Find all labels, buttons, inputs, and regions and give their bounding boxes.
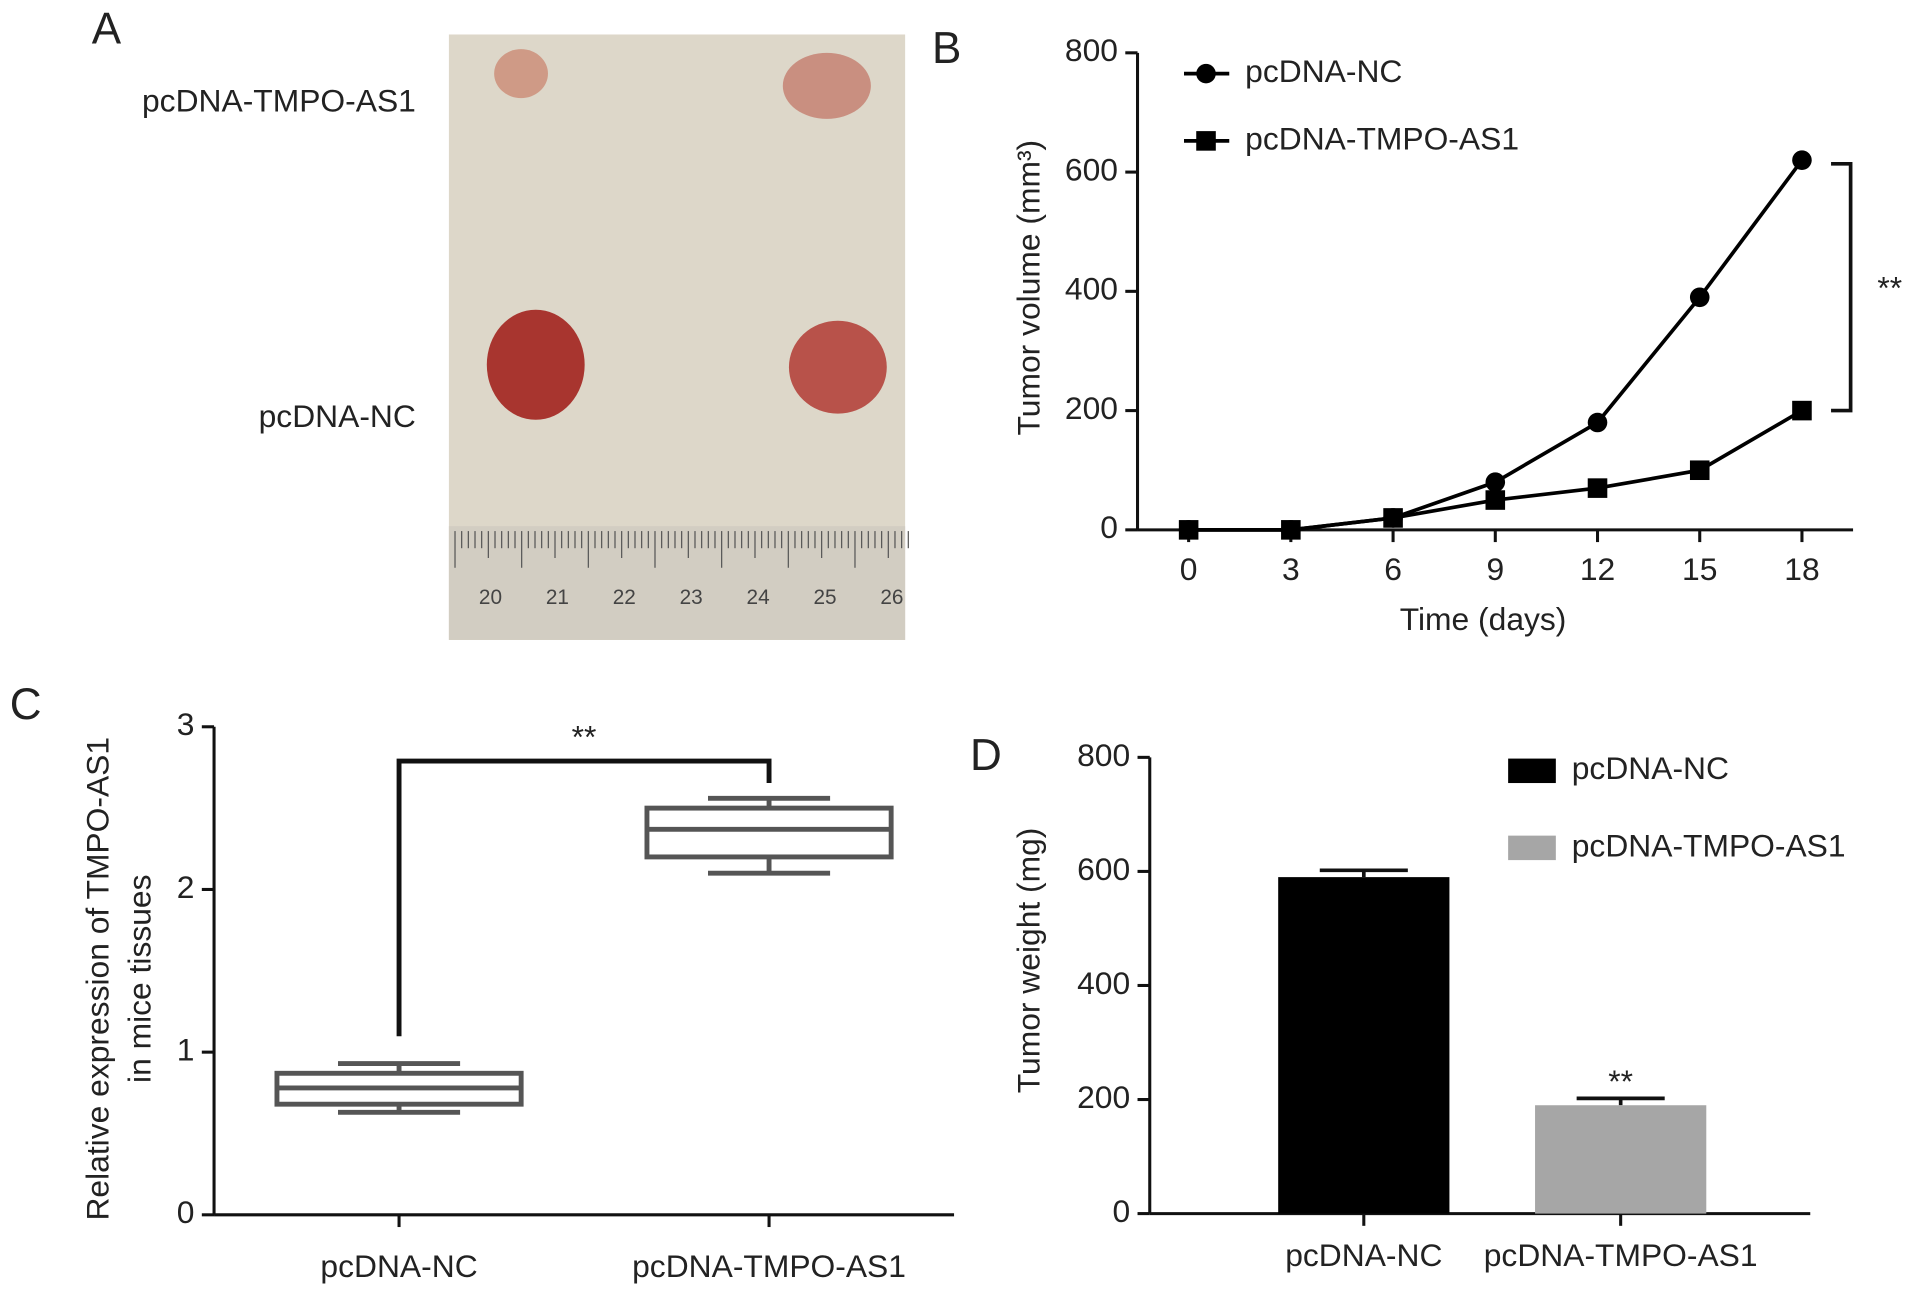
tumor bbox=[494, 49, 548, 99]
annotation: ** bbox=[572, 718, 597, 754]
y-tick-label: 0 bbox=[1112, 1193, 1130, 1229]
x-tick-label: 9 bbox=[1486, 551, 1504, 587]
panel-label: A bbox=[92, 5, 122, 54]
legend-label: pcDNA-NC bbox=[1245, 53, 1402, 89]
point bbox=[1196, 63, 1216, 84]
tumor bbox=[782, 52, 871, 119]
y-axis-label: Relative expression of TMPO-AS1 bbox=[80, 737, 116, 1221]
legend-label: pcDNA-TMPO-AS1 bbox=[1245, 120, 1519, 156]
point bbox=[1792, 150, 1812, 170]
point bbox=[1587, 412, 1608, 433]
x-tick-label: 0 bbox=[1180, 551, 1198, 587]
tumor bbox=[788, 320, 887, 414]
significance-bracket bbox=[396, 758, 772, 1037]
photo: 20 21 22 23 24 25 26 bbox=[448, 34, 909, 640]
legend-label: pcDNA-NC bbox=[1572, 750, 1729, 786]
y-tick-label: 800 bbox=[1065, 32, 1118, 68]
y-tick-label: 600 bbox=[1077, 851, 1130, 887]
y-tick-label: 200 bbox=[1077, 1079, 1130, 1115]
legend-label: pcDNA-TMPO-AS1 bbox=[1572, 827, 1846, 863]
x-tick-label: pcDNA-TMPO-AS1 bbox=[1484, 1237, 1758, 1273]
x-tick-label: 18 bbox=[1784, 551, 1819, 587]
point bbox=[1281, 520, 1301, 540]
y-tick-label: 0 bbox=[177, 1194, 195, 1230]
panel-label: D bbox=[970, 731, 1002, 780]
x-tick-label: pcDNA-NC bbox=[320, 1248, 477, 1284]
y-tick-label: 400 bbox=[1077, 965, 1130, 1001]
x-axis-label: Time (days) bbox=[1400, 601, 1567, 637]
y-tick-label: 3 bbox=[177, 706, 195, 742]
panel-label: C bbox=[10, 680, 42, 729]
annotation: ** bbox=[1877, 270, 1902, 306]
significance-bracket bbox=[1831, 161, 1853, 413]
point bbox=[1485, 472, 1506, 492]
ruler-label: 24 bbox=[747, 586, 770, 609]
series-line bbox=[1188, 409, 1803, 532]
point bbox=[1689, 287, 1710, 308]
ruler-label: 20 bbox=[479, 586, 502, 609]
point bbox=[1178, 520, 1199, 540]
ruler bbox=[448, 526, 906, 640]
bar bbox=[1535, 1105, 1707, 1214]
point bbox=[1485, 490, 1506, 510]
annotation: ** bbox=[1608, 1063, 1633, 1099]
y-tick-label: 200 bbox=[1065, 390, 1118, 426]
tumor bbox=[486, 309, 585, 420]
photo-label: pcDNA-NC bbox=[259, 398, 416, 434]
point bbox=[1587, 478, 1608, 498]
y-tick-label: 800 bbox=[1077, 737, 1130, 773]
ruler-label: 26 bbox=[880, 586, 903, 609]
point bbox=[1383, 508, 1403, 528]
x-tick-label: pcDNA-NC bbox=[1285, 1237, 1442, 1273]
point bbox=[1689, 460, 1710, 481]
y-tick-label: 2 bbox=[177, 869, 195, 905]
y-tick-label: 400 bbox=[1065, 271, 1118, 307]
box bbox=[644, 805, 894, 860]
y-axis-label: in mice tissues bbox=[121, 874, 157, 1083]
point bbox=[1792, 400, 1812, 421]
y-tick-label: 600 bbox=[1065, 151, 1118, 187]
ruler-label: 23 bbox=[680, 586, 703, 609]
ruler-label: 25 bbox=[813, 586, 836, 609]
y-tick-label: 0 bbox=[1100, 509, 1118, 545]
x-tick-label: 15 bbox=[1682, 551, 1717, 587]
y-axis-label: Tumor weight (mg) bbox=[1011, 828, 1047, 1094]
legend-swatch bbox=[1508, 758, 1556, 784]
photo-label: pcDNA-TMPO-AS1 bbox=[142, 82, 416, 118]
ruler-label: 21 bbox=[546, 586, 569, 609]
x-tick-label: pcDNA-TMPO-AS1 bbox=[632, 1248, 906, 1284]
x-tick-label: 6 bbox=[1384, 551, 1402, 587]
y-tick-label: 1 bbox=[177, 1032, 195, 1068]
x-tick-label: 12 bbox=[1580, 551, 1615, 587]
y-axis-label: Tumor volume (mm³) bbox=[1011, 140, 1047, 436]
panel-label: B bbox=[932, 24, 961, 73]
point bbox=[1196, 131, 1216, 151]
bar bbox=[1278, 877, 1450, 1214]
legend-swatch bbox=[1508, 835, 1556, 861]
x-tick-label: 3 bbox=[1282, 551, 1300, 587]
ruler-label: 22 bbox=[613, 586, 636, 609]
